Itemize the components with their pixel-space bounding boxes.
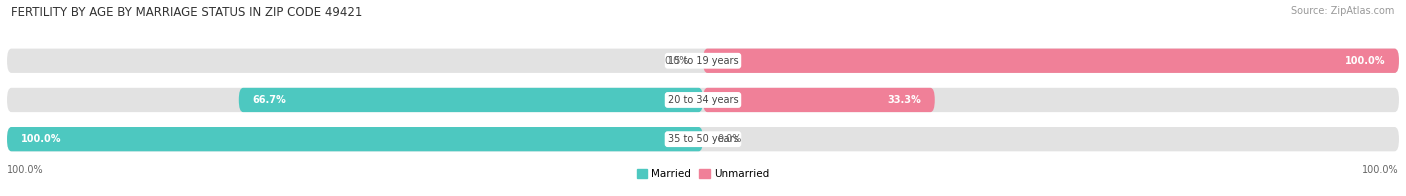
Text: 100.0%: 100.0% — [21, 134, 62, 144]
FancyBboxPatch shape — [7, 127, 1399, 151]
Text: 35 to 50 years: 35 to 50 years — [668, 134, 738, 144]
Text: Source: ZipAtlas.com: Source: ZipAtlas.com — [1291, 6, 1395, 16]
Text: 33.3%: 33.3% — [887, 95, 921, 105]
Text: 20 to 34 years: 20 to 34 years — [668, 95, 738, 105]
Text: 0.0%: 0.0% — [717, 134, 741, 144]
FancyBboxPatch shape — [703, 88, 935, 112]
Text: 100.0%: 100.0% — [7, 165, 44, 175]
FancyBboxPatch shape — [703, 49, 1399, 73]
FancyBboxPatch shape — [239, 88, 703, 112]
Text: 100.0%: 100.0% — [1344, 56, 1385, 66]
Text: 15 to 19 years: 15 to 19 years — [668, 56, 738, 66]
FancyBboxPatch shape — [7, 127, 703, 151]
Legend: Married, Unmarried: Married, Unmarried — [633, 165, 773, 183]
Text: FERTILITY BY AGE BY MARRIAGE STATUS IN ZIP CODE 49421: FERTILITY BY AGE BY MARRIAGE STATUS IN Z… — [11, 6, 363, 19]
FancyBboxPatch shape — [7, 49, 1399, 73]
Text: 100.0%: 100.0% — [1362, 165, 1399, 175]
Text: 0.0%: 0.0% — [665, 56, 689, 66]
FancyBboxPatch shape — [7, 88, 1399, 112]
Text: 66.7%: 66.7% — [253, 95, 287, 105]
